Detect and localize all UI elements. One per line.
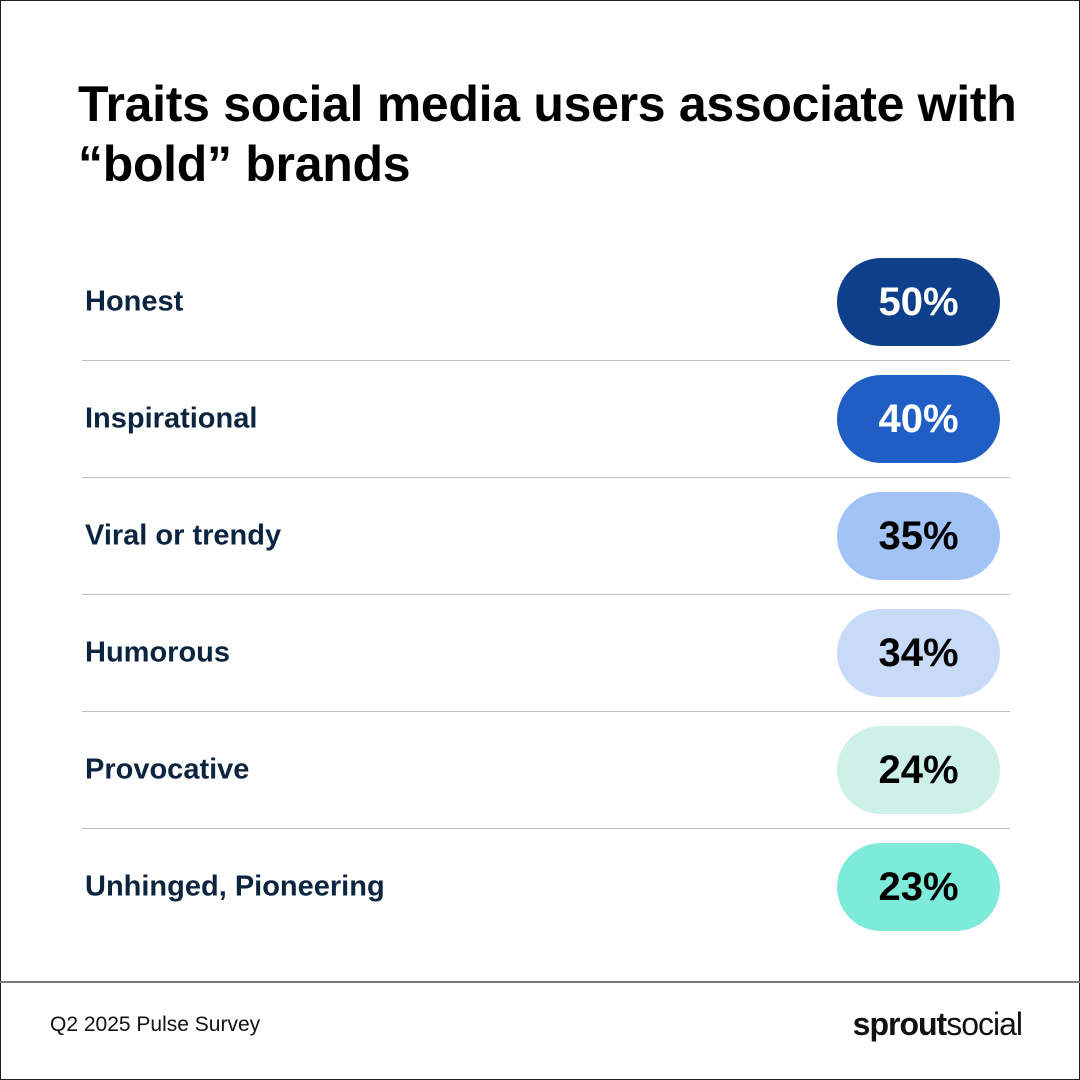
percent-pill: 40% [837,375,1000,463]
footer-divider [0,981,1080,983]
percent-pill: 50% [837,258,1000,346]
source-note: Q2 2025 Pulse Survey [50,1013,261,1036]
trait-label: Inspirational [85,402,258,435]
trait-row: Honest 50% [82,244,1010,361]
trait-list: Honest 50% Inspirational 40% Viral or tr… [82,244,1010,945]
logo-light-text: social [946,1006,1023,1042]
trait-label: Viral or trendy [85,519,282,552]
trait-label: Humorous [85,636,230,669]
sproutsocial-logo: sproutsocial [852,1006,1023,1043]
trait-label: Honest [85,285,184,318]
trait-row: Viral or trendy 35% [82,478,1010,595]
logo-bold-text: sprout [852,1006,948,1042]
percent-pill: 24% [837,726,1000,814]
trait-label: Unhinged, Pioneering [85,870,385,903]
trait-label: Provocative [85,753,250,786]
percent-pill: 34% [837,609,1000,697]
chart-title: Traits social media users associate with… [78,76,1017,192]
trait-row: Inspirational 40% [82,361,1010,478]
trait-row: Humorous 34% [82,595,1010,712]
trait-row: Unhinged, Pioneering 23% [82,829,1010,945]
percent-pill: 35% [837,492,1000,580]
trait-row: Provocative 24% [82,712,1010,829]
percent-pill: 23% [837,843,1000,931]
